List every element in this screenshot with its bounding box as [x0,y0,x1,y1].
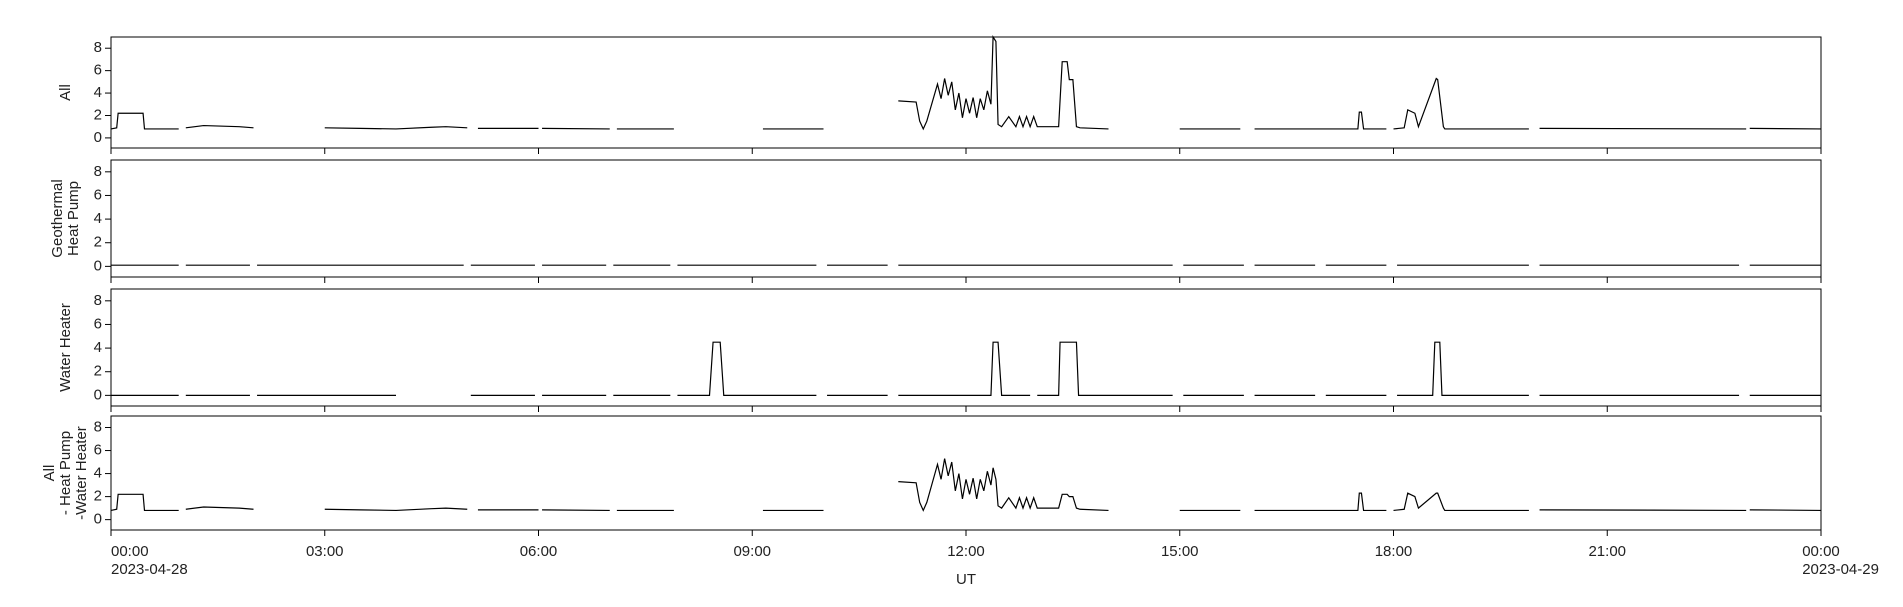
panel-frame [110,159,1822,278]
y-tick-label: 2 [94,234,102,251]
y-axis-label: Geothermal [49,179,66,257]
panel-frame [110,415,1822,531]
x-tick-label: 09:00 [733,543,771,560]
y-axis-label: All [57,84,74,101]
x-tick-label: 15:00 [1161,543,1199,560]
y-tick-label: 8 [94,39,102,56]
panel-frame [110,36,1822,149]
y-axis-label: - Heat Pump [57,431,74,515]
x-axis-label: UT [956,571,976,588]
y-tick-label: 6 [94,62,102,79]
x-tick-label: 18:00 [1375,543,1413,560]
date-label: 2023-04-29 [1802,561,1879,578]
y-tick-label: 2 [94,363,102,380]
y-tick-label: 0 [94,511,102,528]
series-line [110,458,1822,512]
x-tick-label: 12:00 [947,543,985,560]
y-tick-label: 4 [94,339,102,356]
y-axis-label: All [41,465,58,482]
y-tick-label: 2 [94,488,102,505]
y-tick-label: 4 [94,210,102,227]
y-tick-label: 0 [94,257,102,274]
y-tick-label: 0 [94,129,102,146]
series-line [110,35,1822,131]
y-tick-label: 4 [94,465,102,482]
x-tick-label: 06:00 [520,543,558,560]
y-tick-label: 6 [94,315,102,332]
y-tick-label: 8 [94,163,102,180]
y-tick-label: 6 [94,442,102,459]
y-tick-label: 8 [94,418,102,435]
date-label: 2023-04-28 [111,561,188,578]
y-tick-label: 6 [94,186,102,203]
y-axis-label: Water Heater [57,303,74,392]
panel-frame [110,288,1822,407]
x-tick-label: 21:00 [1588,543,1626,560]
x-tick-label: 00:00 [111,543,149,560]
x-tick-label: 03:00 [306,543,344,560]
y-axis-label: Heat Pump [65,181,82,256]
y-tick-label: 0 [94,386,102,403]
x-tick-label: 00:00 [1802,543,1840,560]
y-tick-label: 8 [94,292,102,309]
y-axis-label: -Water Heater [73,426,90,520]
y-tick-label: 4 [94,84,102,101]
series-line [111,341,1821,396]
y-tick-label: 2 [94,106,102,123]
